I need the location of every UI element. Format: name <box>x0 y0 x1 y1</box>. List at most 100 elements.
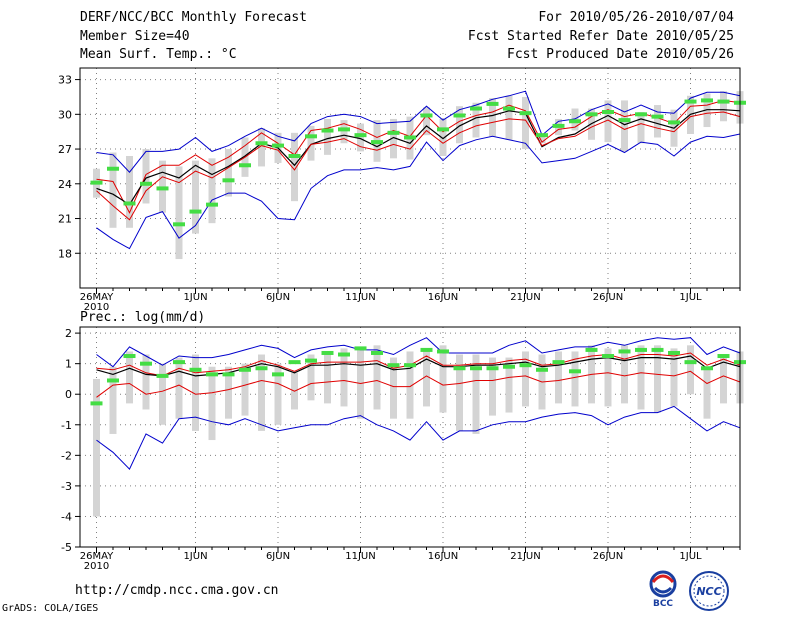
temp-ytick-label: 21 <box>58 213 72 226</box>
temp-obs-marker <box>717 99 730 104</box>
temp-obs-marker <box>156 186 169 191</box>
precip-ytick-label: -1 <box>61 419 72 432</box>
temp-range-bar <box>175 166 183 260</box>
temp-obs-marker <box>453 113 466 118</box>
precip-obs-marker <box>206 372 218 377</box>
precip-upper-line <box>96 352 741 377</box>
ncc-logo: NCC <box>686 570 732 616</box>
temp-range-bar <box>637 112 645 144</box>
temp-range-bar <box>208 158 216 224</box>
precip-xtick-label: 6JUN <box>266 551 290 562</box>
precip-ytick-label: -4 <box>61 510 72 523</box>
temp-obs-marker <box>140 181 152 186</box>
precip-obs-marker <box>107 378 119 383</box>
precip-obs-marker <box>189 367 202 372</box>
temp-obs-marker <box>90 180 103 185</box>
temp-range-bar <box>604 100 612 143</box>
temp-obs-marker <box>371 140 383 145</box>
temp-range-bar <box>654 105 661 138</box>
temp-min-line <box>96 133 741 250</box>
precip-xtick-label: 1JUN <box>183 551 207 562</box>
precip-obs-marker <box>140 361 152 366</box>
temp-obs-marker <box>338 127 350 132</box>
temp-lower-line <box>96 111 741 221</box>
precip-ytick-label: 1 <box>65 358 72 371</box>
precip-range-bar <box>225 366 232 419</box>
precip-obs-marker <box>668 350 680 355</box>
precip-range-bar <box>258 354 265 431</box>
precip-obs-marker <box>486 366 499 371</box>
precip-obs-marker <box>420 347 433 352</box>
temp-range-bar <box>489 98 496 137</box>
temp-ytick-label: 18 <box>58 247 72 260</box>
precip-obs-marker <box>585 347 598 352</box>
precip-obs-marker <box>123 354 136 359</box>
temp-upper-line <box>96 99 741 214</box>
temp-obs-marker <box>222 178 235 183</box>
precip-obs-marker <box>90 401 103 406</box>
precip-range-bar <box>208 366 216 441</box>
precip-obs-marker <box>635 347 647 352</box>
temp-xtick-year: 2010 <box>84 302 109 313</box>
precip-obs-marker <box>404 363 416 368</box>
precip-range-bar <box>703 366 711 419</box>
precip-range-bar <box>472 354 480 434</box>
temp-range-bar <box>423 107 430 136</box>
temp-obs-marker <box>321 128 334 133</box>
temp-obs-marker <box>503 106 515 111</box>
precip-range-bar <box>406 351 414 419</box>
precip-range-bar <box>307 354 315 401</box>
precip-range-bar <box>93 378 100 517</box>
temp-ytick-label: 24 <box>58 178 72 191</box>
temp-range-bar <box>439 118 447 156</box>
temp-ytick-label: 30 <box>58 108 72 121</box>
precip-obs-marker <box>569 369 581 374</box>
precip-obs-marker <box>305 358 317 363</box>
precip-obs-marker <box>239 367 251 372</box>
temp-range-bar <box>258 128 265 167</box>
precip-range-bar <box>720 357 727 404</box>
precip-range-bar <box>604 348 612 407</box>
temp-range-bar <box>307 125 315 161</box>
temp-obs-marker <box>206 202 218 207</box>
temp-range-bar <box>357 123 364 152</box>
precip-obs-marker <box>354 346 367 351</box>
source-url[interactable]: http://cmdp.ncc.cma.gov.cn <box>75 583 279 598</box>
precip-range-bar <box>522 351 529 407</box>
precip-xtick-label: 1JUL <box>679 551 702 562</box>
temp-xtick-label: 1JUN <box>183 292 207 303</box>
temp-obs-marker <box>354 133 367 138</box>
temp-obs-marker <box>189 209 202 214</box>
precip-obs-marker <box>222 372 235 377</box>
temp-obs-marker <box>420 113 433 118</box>
temp-range-bar <box>472 102 480 138</box>
temp-obs-marker <box>305 134 317 139</box>
precip-range-bar <box>274 363 282 425</box>
temp-range-bar <box>456 106 463 144</box>
precip-obs-marker <box>470 366 482 371</box>
precip-min-line <box>96 405 741 470</box>
precip-obs-marker <box>503 364 515 369</box>
temp-obs-marker <box>651 114 664 119</box>
precip-obs-marker <box>536 367 548 372</box>
temp-obs-marker <box>255 141 268 146</box>
temp-ytick-label: 33 <box>58 74 72 87</box>
precip-range-bar <box>159 363 166 425</box>
precip-mean-line <box>96 355 741 377</box>
precip-obs-marker <box>618 349 631 354</box>
precip-range-bar <box>192 354 199 431</box>
temp-obs-marker <box>552 123 565 128</box>
temp-range-bar <box>340 120 348 144</box>
precip-obs-marker <box>156 373 169 378</box>
temp-obs-marker <box>668 120 680 125</box>
precip-obs-marker <box>288 360 301 365</box>
precip-ytick-label: -5 <box>61 541 72 554</box>
precip-obs-marker <box>437 349 449 354</box>
fcst-started-label: Fcst Started Refer Date 2010/05/25 <box>467 29 734 44</box>
temp-xtick-label: 16JUN <box>428 292 458 303</box>
temp-range-bar <box>522 96 529 150</box>
precip-range-bar <box>423 348 430 407</box>
precip-obs-marker <box>371 350 383 355</box>
precip-obs-marker <box>387 363 400 368</box>
temp-ytick-label: 27 <box>58 143 72 156</box>
